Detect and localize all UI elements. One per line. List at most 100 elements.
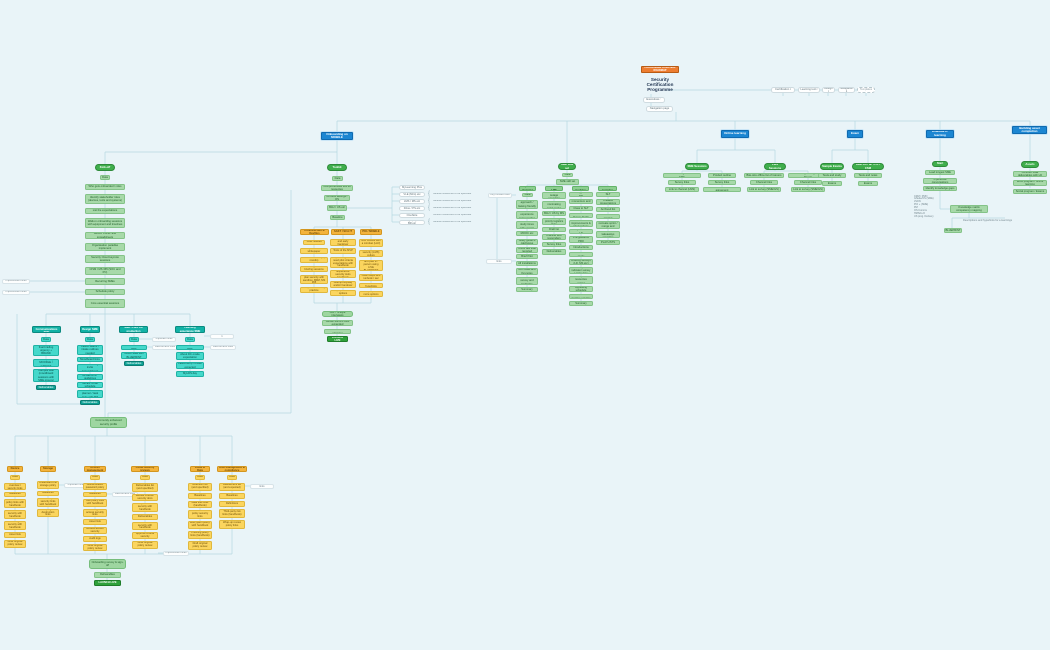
task-node[interactable]: SLT [596, 192, 620, 197]
activity-node[interactable]: MDM / BYOD policy links with handbook [4, 499, 26, 508]
activity-node[interactable]: Review criteria / security docs [132, 494, 158, 501]
activity-node[interactable]: Estimate criteria security with handbook [132, 522, 158, 530]
activity-node[interactable]: Setup / clean tool whitepaper [300, 248, 328, 254]
task-node[interactable]: Recurring SMEs [85, 278, 125, 285]
category-header[interactable]: Access management [84, 466, 106, 472]
executives-pill[interactable]: Executives ⁺ [643, 97, 665, 103]
team-task-node[interactable]: MBCS: DS/DOMS final briefing urgency + B… [33, 345, 59, 356]
stage-pill[interactable]: SME Sessions [685, 163, 709, 170]
task-node[interactable]: Link to channel (LMS) [665, 187, 699, 192]
subsection-header[interactable]: Review of LMS [545, 186, 563, 191]
task-node[interactable]: Bite-size offline list of trainers [744, 173, 784, 178]
task-node[interactable]: The SME approach / liaising friendly pro… [516, 200, 538, 209]
task-node[interactable]: Core essential sessions [85, 299, 125, 308]
activity-node[interactable]: Deep rec and carry practice [300, 287, 328, 293]
task-node[interactable]: Summary [516, 287, 538, 292]
task-node[interactable]: PLAYLISTS [596, 240, 620, 245]
task-node[interactable]: Drafting surveys (LD, MS etc) [569, 259, 593, 265]
label-pill[interactable]: Learning tool ᵖ [798, 87, 820, 93]
activity-node[interactable]: Authentication password policy [83, 483, 107, 490]
team-task-node[interactable]: MILESTONE schedule [77, 382, 103, 388]
task-node[interactable]: BLUEPRINT [944, 228, 962, 233]
team-task-node[interactable]: MyLDS day [176, 371, 204, 377]
activity-node[interactable]: Wrap-up with more options [330, 290, 356, 296]
task-node[interactable]: Contract SME deliverables with LD [1013, 171, 1047, 177]
stage-pill[interactable]: SME skill set [558, 163, 576, 170]
activity-node[interactable]: Baselines [37, 491, 59, 496]
activity-node[interactable]: Wrap-up with more options [359, 291, 383, 297]
task-node[interactable]: Summary [569, 301, 593, 306]
category-header[interactable]: Cloud security reviews [131, 466, 159, 472]
category-header[interactable]: SAST / SCA IT [331, 229, 355, 235]
activity-node[interactable]: Deliverables [132, 514, 158, 520]
task-node[interactable]: Pre-guidance PRO [569, 236, 593, 243]
activity-node[interactable]: Tools needed [303, 240, 325, 245]
activity-node[interactable]: Assessment list (and expected) [219, 483, 245, 491]
task-node[interactable]: A personal conversations [923, 178, 957, 184]
deliverable-node[interactable]: Deliverables [124, 361, 144, 366]
team-header[interactable]: Learning experience SME [175, 326, 205, 333]
activity-node[interactable]: Baselines [219, 493, 245, 499]
stage-pill[interactable]: Assets [1021, 161, 1039, 168]
link-note[interactable]: Important links [152, 337, 176, 342]
activity-node[interactable]: Data loss links (handbook) [188, 501, 212, 508]
task-node[interactable]: Creative presentations [596, 199, 620, 205]
link-note[interactable]: Improvement links [163, 551, 189, 556]
category-header[interactable]: Device [7, 466, 23, 472]
section-assets[interactable]: Building asset completion [1012, 126, 1047, 134]
deliverable-node[interactable]: Deliverables [80, 400, 100, 405]
task-node[interactable]: Manual nominating serial peaks [542, 201, 566, 209]
activity-node[interactable]: Get tools planned and early handover [330, 239, 356, 246]
activity-node[interactable]: Review access security [83, 527, 107, 534]
task-node[interactable]: Survey links [668, 180, 696, 185]
team-header[interactable]: SME / LMS PM production [119, 326, 148, 333]
team-task-node[interactable]: MBA (LCD) MOODLE / CANVAS [33, 359, 59, 367]
link-note[interactable]: Improvement links [250, 484, 274, 489]
task-node[interactable]: Class to SLT [569, 206, 593, 211]
activity-node[interactable]: Schedule security (2 rounds) [300, 257, 328, 263]
task-node[interactable]: Mentoring priority logistics links [542, 218, 566, 225]
section-exam[interactable]: Exam [847, 130, 863, 138]
category-header[interactable]: Infrastructure & DevOps [300, 229, 329, 235]
team-task-node[interactable]: Moodboard links [77, 357, 103, 362]
category-header[interactable]: Storage [40, 466, 56, 472]
task-node[interactable]: Global Summit card expanded [322, 320, 353, 326]
task-node[interactable]: Survey links [708, 180, 736, 185]
activity-node[interactable]: Data [140, 475, 150, 480]
activity-node[interactable]: Wrap-up review policy links [219, 520, 245, 529]
task-node[interactable]: Who gets onboarded / roles [85, 184, 125, 190]
deliverable-node[interactable]: Deliverables [36, 385, 56, 390]
task-node[interactable]: Draft list [542, 227, 566, 232]
activity-node[interactable]: Patch mgmt security with handbook [4, 521, 26, 530]
team-header[interactable]: Design SME [80, 326, 100, 333]
team-task-node[interactable]: MVP / US etc PRE [121, 345, 147, 350]
task-node[interactable]: Tests and study [818, 173, 846, 178]
activity-node[interactable]: Data [90, 475, 100, 480]
team-header[interactable]: Brand / Communications SME [32, 326, 61, 333]
task-node[interactable]: Study guide & catchways [516, 239, 538, 245]
task-node[interactable]: Social program / Exams [1013, 189, 1047, 194]
task-node[interactable]: List the expectations [85, 208, 125, 214]
category-header[interactable]: PKI / MOBILE [360, 229, 382, 235]
activity-node[interactable]: Run consult with a mindset (LLD) [359, 239, 383, 247]
label-pill[interactable]: MyLearning Plus [399, 185, 425, 190]
milestone-node[interactable]: LAUNCH LIVE [327, 336, 348, 342]
summary-node[interactable]: Community enhanced security profile [90, 417, 127, 428]
navigation-page-pill[interactable]: Navigation page [646, 106, 673, 112]
task-node[interactable]: CISM / MS 365 (SOC and PC) [85, 267, 125, 275]
task-node[interactable]: All tools settings / OS [324, 195, 350, 201]
subsection-header[interactable]: OJT modules [572, 186, 589, 191]
link-note[interactable]: Compensation links [486, 259, 512, 264]
task-node[interactable]: Identify knowledge gaps [923, 186, 957, 191]
task-node[interactable]: Deliverables [542, 249, 566, 255]
activity-node[interactable]: New issues card and plan in-person using… [359, 260, 383, 271]
activity-node[interactable]: Data [195, 475, 205, 480]
activity-node[interactable]: Remote access security with handbook [4, 510, 26, 519]
activity-node[interactable]: Deliverables list (and specified) [132, 483, 158, 492]
task-node[interactable]: Exams [858, 181, 878, 186]
task-node[interactable]: Security Cloud keynote sessions [85, 255, 125, 263]
task-node[interactable]: Teams and core outage execution [542, 192, 566, 199]
label-pill-dashed[interactable]: Templates [857, 87, 875, 93]
task-node[interactable]: Link to external Teams agreement [703, 187, 741, 192]
task-node[interactable]: Last-time contact [596, 214, 620, 219]
